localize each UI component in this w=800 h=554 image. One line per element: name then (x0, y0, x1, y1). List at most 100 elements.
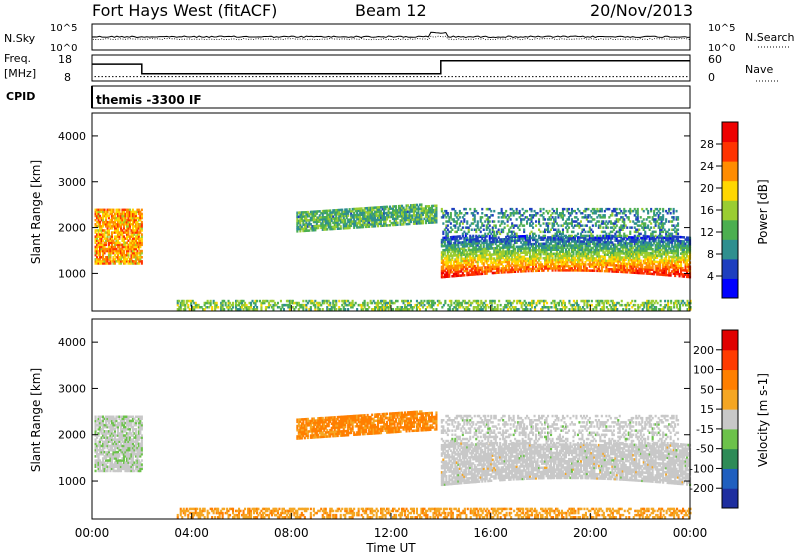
range-cell (627, 269, 630, 272)
range-cell (342, 214, 345, 218)
range-cell (493, 230, 496, 234)
range-cell (659, 242, 662, 245)
range-cell (475, 230, 478, 234)
range-cell (588, 257, 591, 260)
range-cell (306, 223, 309, 226)
range-cell (630, 242, 633, 245)
range-cell (479, 250, 482, 253)
range-cell (582, 252, 585, 256)
range-cell (485, 272, 488, 275)
range-cell (450, 299, 453, 303)
range-cell (666, 263, 669, 267)
range-cell (596, 261, 599, 264)
range-cell (455, 249, 458, 253)
range-cell (127, 212, 130, 216)
range-cell (502, 246, 505, 249)
range-cell (432, 301, 435, 305)
range-cell (136, 245, 139, 249)
range-cell (395, 223, 398, 227)
range-cell (127, 260, 130, 263)
range-cell (560, 238, 563, 241)
range-cell (519, 301, 522, 305)
range-cell (440, 240, 443, 244)
range-cell (593, 236, 596, 239)
range-cell (506, 220, 509, 223)
range-cell (475, 299, 478, 303)
range-cell (470, 263, 473, 266)
range-cell (350, 214, 353, 217)
range-cell (553, 246, 556, 249)
range-cell (417, 207, 420, 211)
range-cell (433, 216, 436, 220)
range-cell (611, 241, 614, 244)
range-cell (538, 257, 541, 260)
range-cell (475, 254, 478, 257)
range-cell (118, 251, 121, 255)
range-cell (674, 256, 677, 259)
range-cell (509, 207, 512, 211)
range-cell (128, 241, 131, 245)
range-cell (345, 208, 348, 211)
range-cell (311, 218, 314, 222)
range-cell (398, 209, 401, 212)
range-cell (585, 254, 588, 258)
range-cell (633, 252, 636, 256)
range-cell (429, 219, 432, 222)
range-cell (617, 266, 620, 269)
range-cell (227, 308, 230, 311)
range-cell (588, 248, 591, 252)
range-cell (130, 239, 133, 242)
range-cell (641, 269, 644, 273)
range-cell (94, 223, 97, 226)
range-cell (461, 232, 464, 236)
range-cell (116, 208, 119, 212)
range-cell (136, 243, 139, 247)
range-cell (487, 222, 490, 225)
range-cell (515, 239, 518, 242)
range-cell (654, 246, 657, 249)
range-cell (642, 251, 645, 254)
range-cell (585, 240, 588, 243)
range-cell (418, 308, 421, 311)
range-cell (674, 243, 677, 247)
range-cell (432, 308, 435, 311)
range-cell (341, 210, 344, 214)
range-cell (113, 247, 116, 251)
range-cell (412, 306, 415, 309)
range-cell (103, 229, 106, 232)
range-cell (284, 303, 287, 307)
range-cell (119, 214, 122, 218)
range-cell (605, 241, 608, 244)
range-cell (131, 243, 134, 247)
range-cell (380, 216, 383, 219)
range-cell (463, 308, 466, 311)
range-cell (113, 235, 116, 238)
range-cell (124, 260, 127, 263)
range-cell (633, 271, 636, 274)
range-cell (448, 218, 451, 221)
range-cell (576, 254, 579, 258)
range-cell (596, 242, 599, 246)
range-cell (378, 306, 381, 309)
range-cell (392, 207, 395, 210)
range-cell (467, 228, 470, 231)
range-cell (481, 222, 484, 225)
range-cell (461, 251, 464, 254)
range-cell (296, 301, 299, 305)
range-cell (554, 258, 557, 262)
range-cell (110, 243, 113, 247)
range-cell (636, 240, 639, 244)
range-cell (555, 242, 558, 245)
range-cell (110, 218, 113, 222)
range-cell (568, 308, 571, 311)
range-cell (484, 268, 487, 271)
range-cell (581, 254, 584, 258)
range-cell (597, 257, 600, 260)
range-cell (124, 258, 127, 261)
range-cell (427, 217, 430, 220)
range-cell (675, 254, 678, 257)
range-cell (312, 229, 315, 232)
date-title: 20/Nov/2013 (590, 1, 693, 20)
range-cell (512, 247, 515, 251)
range-cell (659, 269, 662, 272)
